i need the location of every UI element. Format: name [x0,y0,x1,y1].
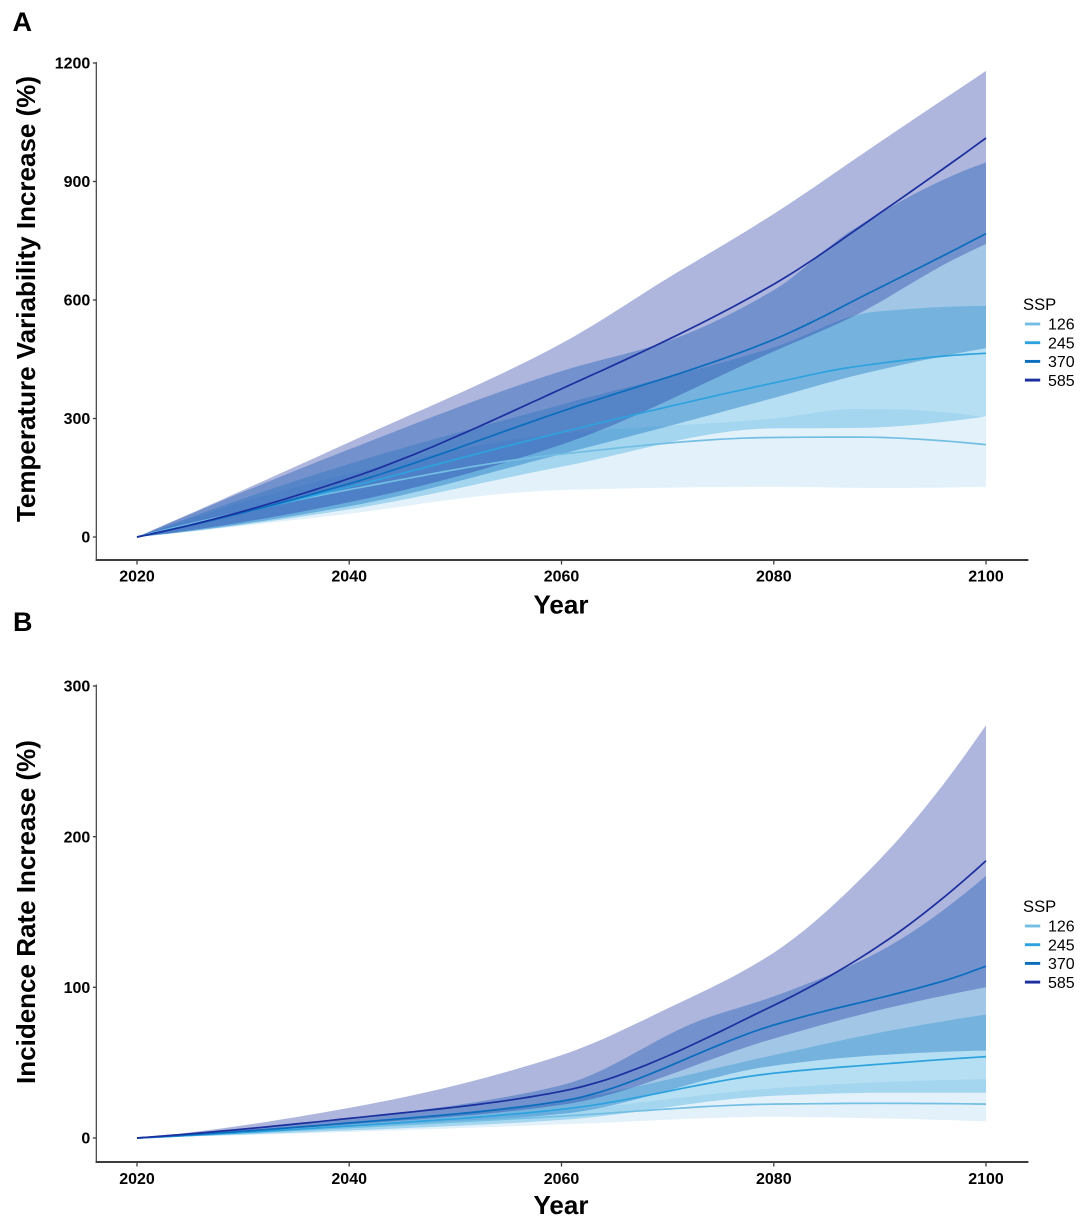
svg-text:200: 200 [64,829,91,846]
svg-text:2020: 2020 [119,1171,155,1188]
svg-text:600: 600 [64,293,91,310]
svg-text:126: 126 [1048,317,1075,334]
svg-text:245: 245 [1048,335,1075,352]
svg-text:245: 245 [1048,937,1075,954]
svg-text:SSP: SSP [1023,897,1056,916]
svg-text:370: 370 [1048,956,1075,973]
svg-text:1200: 1200 [55,56,91,73]
svg-text:900: 900 [64,174,91,191]
svg-text:300: 300 [64,411,91,428]
svg-text:370: 370 [1048,354,1075,371]
svg-text:2080: 2080 [756,569,792,586]
svg-text:0: 0 [81,530,90,547]
svg-text:Year: Year [534,590,589,620]
svg-text:B: B [13,607,33,637]
svg-text:SSP: SSP [1023,295,1056,314]
svg-text:Temperature Variability Increa: Temperature Variability Increase (%) [11,76,41,522]
svg-text:2100: 2100 [968,1171,1004,1188]
svg-text:300: 300 [64,679,91,696]
svg-text:Year: Year [534,1190,589,1220]
svg-text:126: 126 [1048,919,1075,936]
svg-text:2020: 2020 [119,569,155,586]
svg-text:A: A [13,7,33,37]
svg-text:2060: 2060 [544,1171,580,1188]
svg-text:585: 585 [1048,975,1075,992]
svg-text:585: 585 [1048,373,1075,390]
svg-text:2080: 2080 [756,1171,792,1188]
svg-text:2100: 2100 [968,569,1004,586]
svg-text:100: 100 [64,980,91,997]
svg-text:2040: 2040 [331,569,367,586]
svg-text:2060: 2060 [544,569,580,586]
svg-text:0: 0 [81,1131,90,1148]
svg-text:2040: 2040 [331,1171,367,1188]
svg-text:Incidence Rate Increase (%): Incidence Rate Increase (%) [11,740,41,1084]
